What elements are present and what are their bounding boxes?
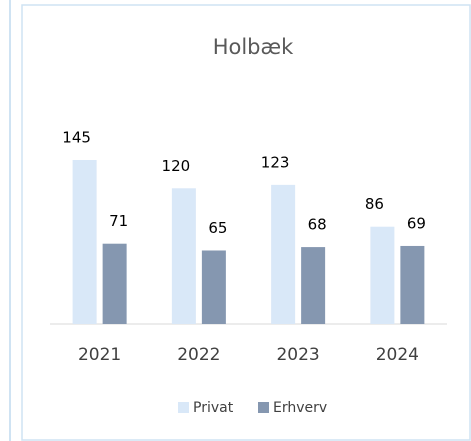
bar <box>370 226 395 324</box>
x-tick-label: 2024 <box>376 345 419 365</box>
bar <box>102 243 127 324</box>
bar <box>201 250 226 324</box>
data-label: 86 <box>365 195 384 213</box>
bar <box>301 247 326 324</box>
data-label: 69 <box>407 214 426 232</box>
bar <box>400 245 425 324</box>
legend-label: Privat <box>193 400 234 416</box>
data-label: 65 <box>208 219 227 237</box>
x-tick-label: 2022 <box>177 345 220 365</box>
bar <box>72 160 97 324</box>
chart-title: Holbæk <box>213 35 294 59</box>
legend-swatch <box>178 402 189 413</box>
data-label: 71 <box>109 212 128 230</box>
x-tick-label: 2021 <box>78 345 121 365</box>
bar <box>171 188 196 324</box>
legend-label: Erhverv <box>273 400 327 416</box>
legend-swatch <box>258 402 269 413</box>
x-tick-label: 2023 <box>276 345 319 365</box>
data-label: 68 <box>308 216 327 234</box>
data-label: 145 <box>62 129 91 147</box>
bar <box>271 184 296 324</box>
data-label: 120 <box>162 157 191 175</box>
data-label: 123 <box>261 153 290 171</box>
chart-frame <box>21 4 471 441</box>
